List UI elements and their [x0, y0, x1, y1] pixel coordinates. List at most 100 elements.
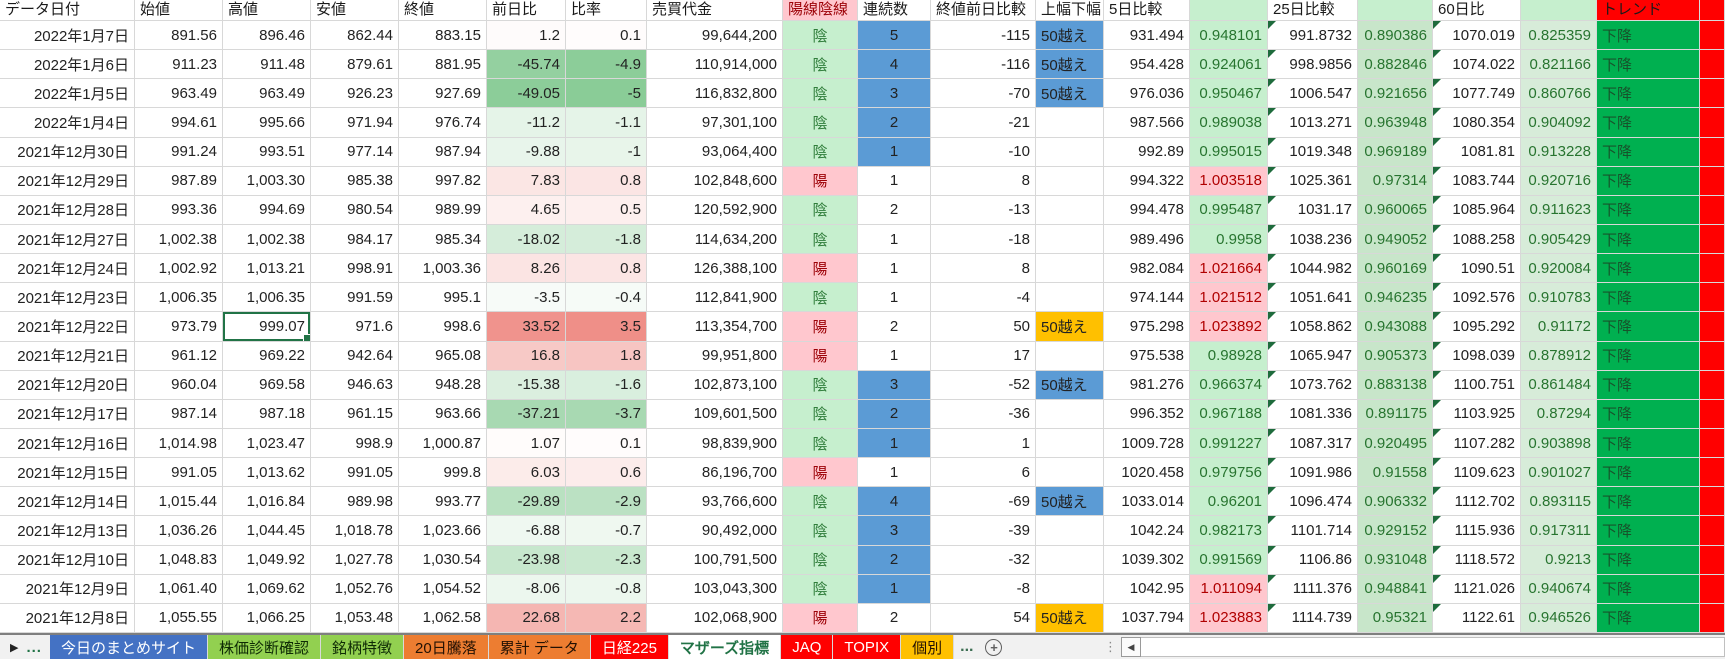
cell-vol[interactable]: 114,634,200	[647, 224, 783, 255]
cell-chg[interactable]: -15.38	[487, 370, 566, 400]
sheet-tab-1[interactable]: 今日のまとめサイト	[49, 635, 208, 659]
cell-diff[interactable]: -115	[931, 21, 1036, 51]
cell-low[interactable]: 989.98	[311, 487, 399, 517]
cell-open[interactable]: 1,014.98	[135, 428, 223, 459]
cell-over[interactable]: 50越え	[1036, 312, 1104, 342]
cell-d5[interactable]: 992.89	[1104, 137, 1190, 167]
cell-d60[interactable]: 1115.936	[1433, 516, 1521, 546]
cell-diff[interactable]: 17	[931, 341, 1036, 371]
cell-vol[interactable]: 97,301,100	[647, 108, 783, 138]
cell-d5r[interactable]: 1.003518	[1190, 166, 1268, 196]
cell-date[interactable]: 2021年12月9日	[0, 574, 135, 604]
cell-d5r[interactable]: 1.011094	[1190, 574, 1268, 604]
cell-diff[interactable]: -39	[931, 516, 1036, 546]
cell-d5r[interactable]: 0.991227	[1190, 428, 1268, 459]
cell-candle[interactable]: 陰	[783, 79, 858, 109]
cell-trend[interactable]: 下降	[1597, 458, 1700, 488]
cell-d60r[interactable]: 0.910783	[1521, 283, 1597, 313]
col-header-extra[interactable]	[1700, 0, 1725, 21]
cell-d5r[interactable]: 0.9958	[1190, 224, 1268, 255]
cell-close[interactable]: 998.6	[399, 312, 487, 342]
cell-open[interactable]: 961.12	[135, 341, 223, 371]
cell-d5[interactable]: 1037.794	[1104, 603, 1190, 633]
cell-vol[interactable]: 99,644,200	[647, 21, 783, 51]
cell-trend[interactable]: 下降	[1597, 254, 1700, 284]
cell-extra[interactable]	[1700, 458, 1725, 488]
cell-extra[interactable]	[1700, 399, 1725, 429]
sheet-tab-9[interactable]: TOPIX	[833, 635, 902, 659]
cell-d60[interactable]: 1083.744	[1433, 166, 1521, 196]
sheet-tab-6[interactable]: 日経225	[590, 635, 669, 659]
cell-d25r[interactable]: 0.948841	[1358, 574, 1433, 604]
col-header-low[interactable]: 安値	[311, 0, 399, 21]
cell-date[interactable]: 2021年12月8日	[0, 603, 135, 633]
cell-close[interactable]: 999.8	[399, 458, 487, 488]
cell-high[interactable]: 1,013.21	[223, 254, 311, 284]
cell-d60[interactable]: 1100.751	[1433, 370, 1521, 400]
cell-candle[interactable]: 陰	[783, 224, 858, 255]
cell-d5[interactable]: 1009.728	[1104, 428, 1190, 459]
cell-trend[interactable]: 下降	[1597, 487, 1700, 517]
cell-streak[interactable]: 4	[858, 50, 931, 80]
cell-d5[interactable]: 974.144	[1104, 283, 1190, 313]
cell-d60[interactable]: 1090.51	[1433, 254, 1521, 284]
cell-open[interactable]: 993.36	[135, 195, 223, 225]
cell-close[interactable]: 993.77	[399, 487, 487, 517]
cell-d25[interactable]: 991.8732	[1268, 21, 1358, 51]
cell-date[interactable]: 2021年12月29日	[0, 166, 135, 196]
cell-vol[interactable]: 98,839,900	[647, 428, 783, 459]
cell-extra[interactable]	[1700, 283, 1725, 313]
cell-d60[interactable]: 1088.258	[1433, 224, 1521, 255]
cell-close[interactable]: 995.1	[399, 283, 487, 313]
cell-high[interactable]: 1,002.38	[223, 224, 311, 255]
cell-close[interactable]: 987.94	[399, 137, 487, 167]
cell-pct[interactable]: -1.6	[566, 370, 647, 400]
cell-extra[interactable]	[1700, 545, 1725, 575]
cell-extra[interactable]	[1700, 79, 1725, 109]
cell-candle[interactable]: 陽	[783, 341, 858, 371]
cell-pct[interactable]: 0.8	[566, 166, 647, 196]
cell-pct[interactable]: -2.9	[566, 487, 647, 517]
cell-diff[interactable]: -10	[931, 137, 1036, 167]
cell-date[interactable]: 2022年1月7日	[0, 21, 135, 51]
cell-open[interactable]: 991.24	[135, 137, 223, 167]
cell-low[interactable]: 1,027.78	[311, 545, 399, 575]
cell-streak[interactable]: 5	[858, 21, 931, 51]
cell-pct[interactable]: -1.8	[566, 224, 647, 255]
cell-close[interactable]: 1,003.36	[399, 254, 487, 284]
cell-streak[interactable]: 2	[858, 195, 931, 225]
cell-candle[interactable]: 陽	[783, 312, 858, 342]
cell-d5r[interactable]: 0.989038	[1190, 108, 1268, 138]
cell-trend[interactable]: 下降	[1597, 50, 1700, 80]
cell-extra[interactable]	[1700, 21, 1725, 51]
cell-high[interactable]: 1,044.45	[223, 516, 311, 546]
cell-streak[interactable]: 1	[858, 283, 931, 313]
cell-diff[interactable]: -4	[931, 283, 1036, 313]
cell-over[interactable]	[1036, 166, 1104, 196]
cell-d5[interactable]: 994.478	[1104, 195, 1190, 225]
cell-candle[interactable]: 陰	[783, 574, 858, 604]
cell-candle[interactable]: 陰	[783, 137, 858, 167]
cell-high[interactable]: 994.69	[223, 195, 311, 225]
cell-d5r[interactable]: 0.991569	[1190, 545, 1268, 575]
cell-high[interactable]: 896.46	[223, 21, 311, 51]
cell-high[interactable]: 969.22	[223, 341, 311, 371]
cell-diff[interactable]: -116	[931, 50, 1036, 80]
cell-vol[interactable]: 120,592,900	[647, 195, 783, 225]
cell-d25[interactable]: 1073.762	[1268, 370, 1358, 400]
cell-d60[interactable]: 1109.623	[1433, 458, 1521, 488]
cell-extra[interactable]	[1700, 50, 1725, 80]
cell-over[interactable]	[1036, 458, 1104, 488]
cell-close[interactable]: 881.95	[399, 50, 487, 80]
cell-d60r[interactable]: 0.825359	[1521, 21, 1597, 51]
cell-candle[interactable]: 陽	[783, 254, 858, 284]
cell-diff[interactable]: -32	[931, 545, 1036, 575]
cell-diff[interactable]: -69	[931, 487, 1036, 517]
cell-d25[interactable]: 1087.317	[1268, 428, 1358, 459]
cell-candle[interactable]: 陰	[783, 50, 858, 80]
cell-low[interactable]: 980.54	[311, 195, 399, 225]
cell-extra[interactable]	[1700, 516, 1725, 546]
cell-streak[interactable]: 2	[858, 108, 931, 138]
cell-d25[interactable]: 1031.17	[1268, 195, 1358, 225]
cell-trend[interactable]: 下降	[1597, 603, 1700, 633]
